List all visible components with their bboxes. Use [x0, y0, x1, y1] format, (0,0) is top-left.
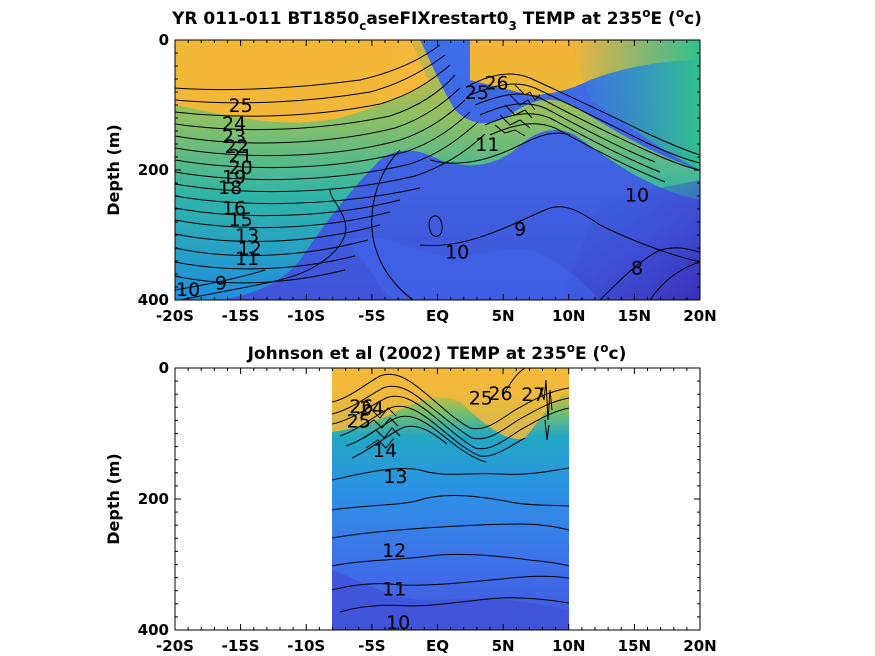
x-tick-label: 5N — [492, 307, 515, 325]
model-field — [175, 40, 700, 300]
contour-label: 15 — [229, 209, 253, 231]
contour-label: 26 — [484, 72, 508, 94]
obs-field — [332, 368, 569, 630]
obs-field-deepest — [332, 570, 569, 630]
x-tick-label: -20S — [156, 307, 194, 325]
obs-isotherms — [332, 368, 569, 613]
x-tick-label: 10N — [552, 307, 585, 325]
x-tick-label: 20N — [683, 307, 716, 325]
x-tick-label: -5S — [358, 637, 385, 655]
x-tick-label: -5S — [358, 307, 385, 325]
obs-ylabel: Depth (m) — [104, 453, 123, 545]
contour-label: 9 — [215, 272, 227, 294]
contour-label: 11 — [382, 579, 406, 601]
model-title: YR 011-011 BT1850caseFIXrestart03 TEMP a… — [171, 6, 702, 33]
contour-label: 10 — [386, 612, 410, 634]
obs-field-warm — [332, 368, 569, 439]
contour-label: 10 — [445, 241, 469, 263]
x-tick-label: -15S — [222, 637, 260, 655]
contour-label: 25 — [465, 82, 489, 104]
y-tick-label: 200 — [138, 490, 169, 508]
model-isotherms — [175, 44, 700, 300]
x-tick-label: -10S — [287, 307, 325, 325]
obs-title: Johnson et al (2002) TEMP at 235oE (oc) — [247, 341, 627, 364]
contour-label: 25 — [469, 387, 493, 409]
contour-label: 12 — [382, 540, 406, 562]
contour-label: 13 — [383, 466, 407, 488]
contour-label: 14 — [373, 440, 397, 462]
contour-label: 26 — [488, 383, 512, 405]
x-tick-label: 10N — [552, 637, 585, 655]
contour-label: 27 — [521, 384, 545, 406]
contour-label: 11 — [475, 134, 499, 156]
x-tick-label: 5N — [492, 637, 515, 655]
contour-label: 9 — [514, 219, 526, 241]
model-tick-labels: -20S -15S -10S -5S EQ 5N 10N 15N 20N 0 200 400 — [138, 31, 717, 325]
x-tick-label: EQ — [426, 637, 449, 655]
contour-label: 16 — [222, 198, 246, 220]
contour-label: 24 — [360, 397, 384, 419]
contour-label: 18 — [218, 177, 242, 199]
x-tick-label: -20S — [156, 637, 194, 655]
field-east-deep — [560, 180, 700, 300]
field-east-gradient — [570, 40, 700, 170]
obs-front-cluster — [359, 407, 401, 449]
obs-panel: Johnson et al (2002) TEMP at 235oE (oc) — [104, 341, 717, 655]
contour-label: 25 — [229, 95, 253, 117]
y-tick-label: 0 — [159, 359, 169, 377]
contour-label: 24 — [222, 113, 246, 135]
contour-label: 10 — [625, 185, 649, 207]
y-tick-label: 400 — [138, 291, 169, 309]
contour-label: 11 — [235, 248, 259, 270]
contour-label: 23 — [222, 126, 246, 148]
contour-label: 12 — [238, 238, 262, 260]
contour-label: 22 — [225, 136, 249, 158]
x-tick-label: 20N — [683, 637, 716, 655]
model-ticks — [174, 39, 701, 301]
x-tick-label: -10S — [287, 637, 325, 655]
contour-label: 13 — [235, 225, 259, 247]
x-tick-label: -15S — [222, 307, 260, 325]
field-deep-tongue — [345, 237, 600, 300]
x-tick-label: 15N — [618, 307, 651, 325]
contour-label: 26 — [349, 396, 373, 418]
contour-label: 19 — [222, 167, 246, 189]
x-tick-label: EQ — [426, 307, 449, 325]
y-tick-label: 0 — [159, 31, 169, 49]
obs-ticks — [174, 367, 701, 631]
model-ylabel: Depth (m) — [104, 124, 123, 216]
contour-label: 25 — [347, 410, 371, 432]
y-tick-label: 200 — [138, 161, 169, 179]
obs-tick-labels: -20S -15S -10S -5S EQ 5N 10N 15N 20N 0 200 400 — [138, 359, 717, 655]
field-warm-west — [175, 40, 430, 123]
model-tight-front — [494, 84, 541, 137]
contour-label: 21 — [229, 146, 253, 168]
contour-label: 10 — [176, 279, 200, 301]
contour-label: 8 — [631, 258, 643, 280]
model-panel: YR 011-011 BT1850caseFIXrestart03 TEMP a… — [104, 6, 717, 325]
x-tick-label: 15N — [618, 637, 651, 655]
y-tick-label: 400 — [138, 621, 169, 639]
contour-label: 20 — [229, 157, 253, 179]
